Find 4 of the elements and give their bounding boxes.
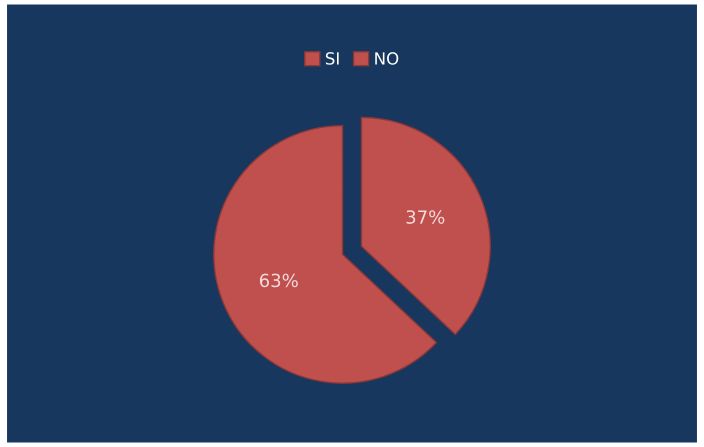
data-label: 63% [260,274,298,288]
legend-label: NO [375,52,398,65]
data-label: 37% [406,210,444,224]
legend-label: SI [326,52,339,65]
